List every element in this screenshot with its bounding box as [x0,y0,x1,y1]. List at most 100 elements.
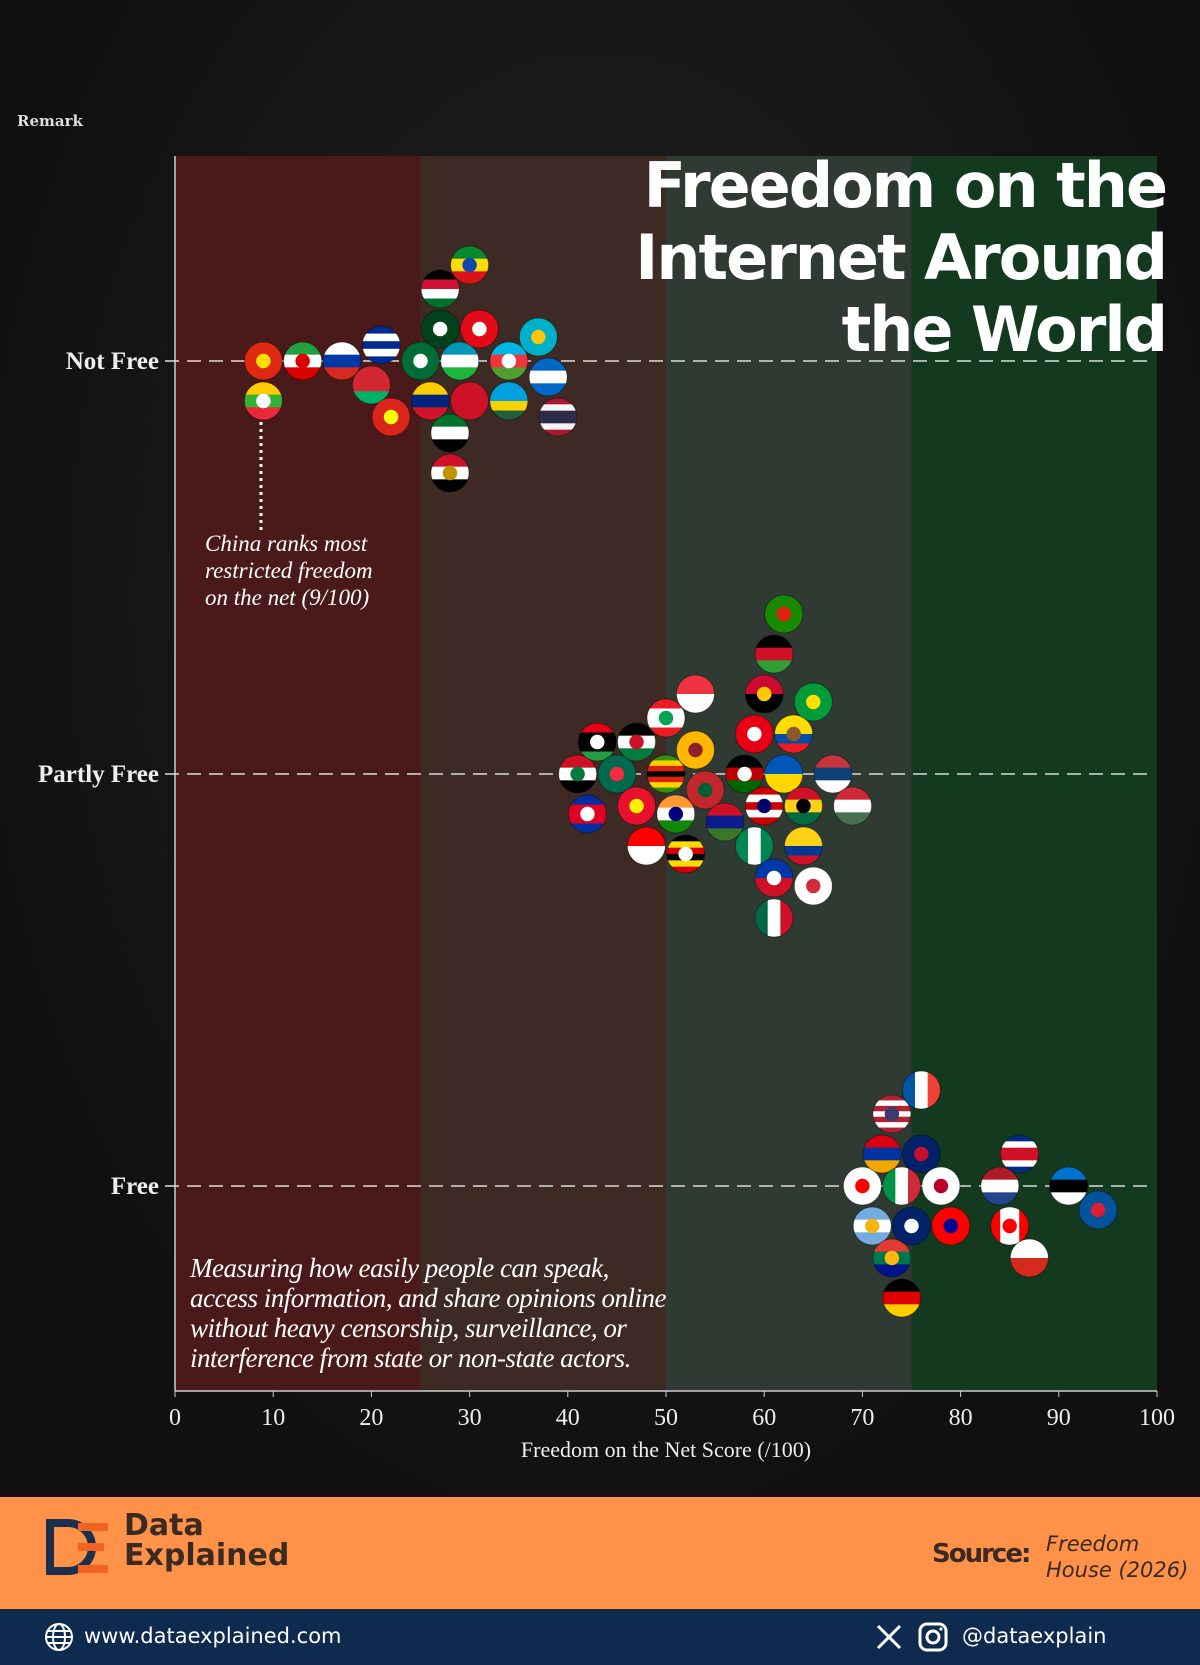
website-link[interactable]: www.dataexplained.com [84,1624,342,1648]
china-annotation: China ranks most restricted freedom on t… [205,530,373,611]
flag-malawi-icon [755,635,794,673]
flag-outline [401,341,440,381]
flag-bahrain-icon [450,382,489,420]
data-explained-logo-icon [46,1519,108,1575]
flag-outline [617,786,657,826]
description: Measuring how easily people can speak, a… [190,1253,666,1373]
flag-outline [764,594,804,634]
x-twitter-icon[interactable] [876,1624,902,1650]
beeswarm-chart: 0 10 20 30 40 50 60 70 80 90 100 Freedom on the Net… [38,156,1175,1462]
flag-outline [685,770,725,810]
flag-philippines-icon [755,859,794,897]
instagram-icon[interactable] [918,1622,948,1652]
description-line: Measuring how easily people can speak, [190,1253,609,1283]
flag-outline [626,826,666,866]
category-label: Not Free [66,348,159,375]
flag-saudi-arabia-icon [401,342,440,380]
flag-outline [518,317,558,357]
chart-title: Freedom on the Internet Around the World [606,149,1168,366]
contact-bar: www.dataexplained.com @dataexplain [0,1609,1200,1665]
source-line: House (2026) [1046,1558,1189,1582]
remark-label: Remark [17,112,83,130]
flag-outline [764,754,804,794]
flag-outline [459,309,499,349]
x-tick-label: 30 [458,1405,482,1431]
flag-outline [842,1166,882,1206]
flag-south-africa-icon [872,1239,911,1277]
flag-canada-icon [990,1207,1029,1245]
flag-outline [754,858,794,898]
flag-nigeria-icon [735,827,774,865]
title-line: Freedom on the [643,149,1168,222]
flag-outline [774,714,814,754]
source-value: Freedom House (2026) [1046,1531,1188,1583]
flag-nicaragua-icon [529,358,568,396]
flag-china-icon [244,342,283,380]
flag-ecuador-icon [774,715,813,753]
flag-tunisia-icon [735,715,774,753]
flag-bangladesh-icon [597,755,636,793]
flag-outline [901,1070,941,1110]
flag-uganda-icon [666,835,705,873]
flag-brazil-icon [794,683,833,721]
flag-ukraine-icon [764,755,803,793]
flag-outline [528,357,568,397]
flag-thailand-icon [538,398,577,436]
flag-germany-icon [882,1279,921,1317]
x-tick-label: 40 [556,1405,580,1431]
flag-lebanon-icon [647,699,685,737]
flag-rwanda-icon [489,382,528,420]
x-axis-label: Freedom on the Net Score (/100) [521,1437,811,1462]
social-handle[interactable]: @dataexplain [962,1624,1107,1648]
flag-outline [646,698,686,738]
flag-outline [734,714,774,754]
flag-united-kingdom-icon [902,1135,941,1173]
flag-jordan-icon [617,723,656,761]
flag-outline [322,341,362,381]
flag-libya-icon [578,723,617,761]
flag-outline [243,341,283,381]
flag-outline [558,754,598,794]
flag-cuba-icon [362,326,401,364]
flag-azerbaijan-icon [489,342,528,380]
annotation-line: on the net (9/100) [205,585,370,610]
flag-outline [852,1206,892,1246]
flag-outline [882,1278,922,1318]
flag-singapore-icon [676,675,715,713]
flag-egypt-icon [430,454,469,492]
flag-vietnam-icon [372,398,411,436]
flag-kyrgyzstan-icon [617,787,656,825]
flag-outline [420,309,460,349]
flag-iran-icon [283,342,322,380]
x-tick-label: 20 [359,1405,383,1431]
flag-netherlands-icon [980,1167,1019,1205]
flag-outline [705,802,745,842]
flag-outline [420,269,460,309]
x-tick-label: 0 [169,1405,181,1431]
flag-taiwan-icon [931,1207,970,1245]
flag-argentina-icon [853,1207,892,1245]
flag-sudan-icon [421,270,460,308]
flag-zambia-icon [764,595,803,633]
flag-uzbekistan-icon [440,342,479,380]
flag-outline [901,1134,941,1174]
x-tick-label: 80 [949,1405,973,1431]
flag-venezuela-icon [411,382,450,420]
x-tick-label: 10 [261,1405,285,1431]
flag-pakistan-icon [421,310,460,348]
flag-costa-rica-icon [1000,1135,1039,1173]
flag-gambia-icon [705,803,744,841]
flag-outline [410,381,450,421]
flag-outline [351,365,391,405]
flag-outline [872,1094,912,1134]
flag-outline [440,341,480,381]
annotation-line: restricted freedom [205,558,373,583]
flag-serbia-icon [813,755,852,793]
title-line: the World [841,293,1168,366]
footer-banner: Data Explained Source: Freedom House (20… [0,1497,1200,1609]
flag-south-korea-icon [794,867,833,905]
flag-uae-icon [430,414,469,452]
flag-outline [1009,1238,1049,1278]
flag-outline [538,397,578,437]
x-tick-label: 50 [654,1405,678,1431]
